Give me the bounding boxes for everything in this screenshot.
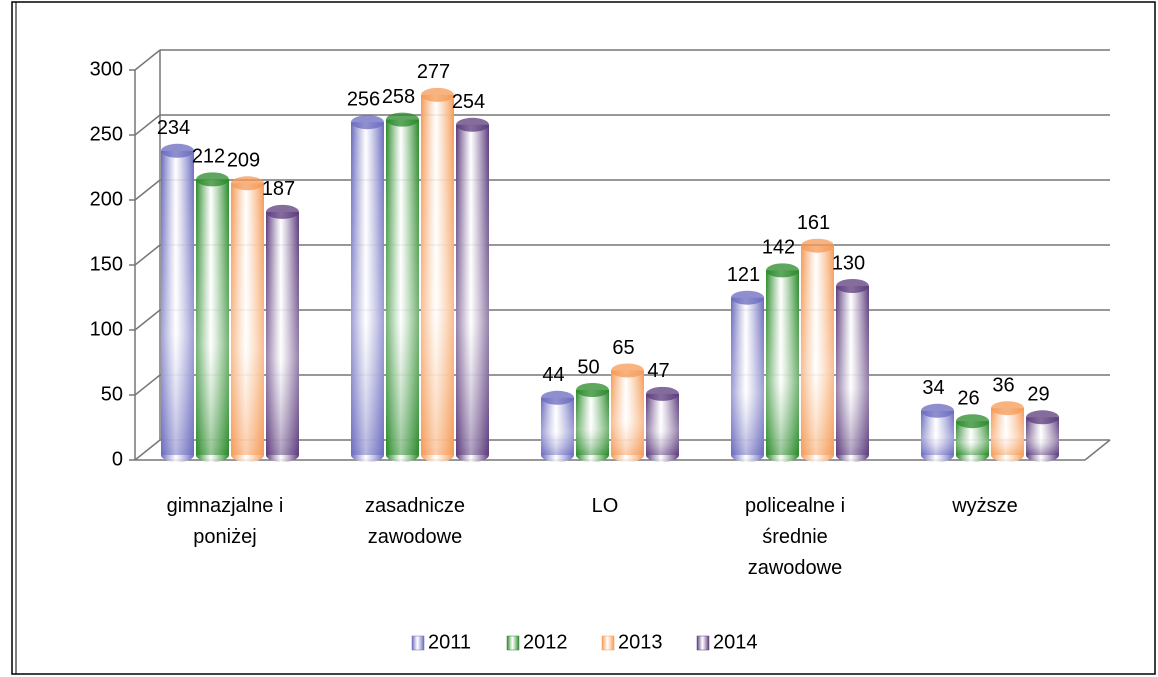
bar-shade	[921, 410, 954, 455]
data-label: 44	[542, 364, 564, 386]
x-tick-label: zasadnicze zawodowe	[364, 495, 466, 548]
bar-top	[956, 414, 989, 429]
x-tick-label: gimnazjalne i poniżej	[166, 495, 284, 548]
bar-top	[766, 263, 799, 278]
bar-shade	[766, 270, 799, 455]
legend-swatch	[601, 635, 615, 651]
bar-shade	[421, 94, 454, 456]
grid-line	[134, 244, 161, 266]
bar-top	[196, 172, 229, 187]
grid-line	[134, 49, 161, 71]
bar-top	[991, 401, 1024, 416]
data-label: 50	[577, 356, 599, 378]
y-tick-label: 0	[112, 448, 123, 470]
data-label: 212	[192, 146, 225, 168]
bar-top	[266, 204, 299, 219]
legend-swatch	[696, 635, 710, 651]
y-tick-label: 250	[90, 123, 123, 145]
bar-shade	[731, 297, 764, 455]
data-label: 29	[1027, 384, 1049, 406]
floor-side	[1084, 439, 1111, 461]
legend-label: 2013	[618, 631, 663, 653]
bar-top	[456, 117, 489, 132]
y-tick-label: 200	[90, 188, 123, 210]
grid-line	[134, 309, 161, 331]
bar-top	[801, 238, 834, 253]
bar-shade	[541, 397, 574, 455]
bar-shade	[231, 183, 264, 456]
data-label: 258	[382, 86, 415, 108]
data-label: 65	[612, 337, 634, 359]
data-label: 187	[262, 178, 295, 200]
data-label: 161	[797, 212, 830, 234]
bar-shade	[386, 119, 419, 455]
outer-border	[11, 1, 1156, 675]
bar-top	[576, 383, 609, 397]
data-label: 121	[727, 264, 760, 286]
bar-top	[386, 112, 419, 127]
bar-top	[351, 115, 384, 130]
x-tick-label: policealne i średnie zawodowe	[744, 495, 846, 579]
legend-swatch	[506, 635, 520, 651]
bar-shade	[801, 245, 834, 455]
legend-label: 2011	[428, 631, 471, 653]
data-label: 47	[647, 360, 669, 382]
bar-shade	[456, 124, 489, 456]
y-tick-label: 150	[90, 253, 123, 275]
bar-top	[731, 290, 764, 305]
data-label: 130	[832, 252, 865, 274]
legend-swatch	[411, 635, 425, 651]
data-label: 254	[452, 91, 485, 113]
data-label: 26	[957, 387, 979, 409]
legend-label: 2014	[713, 631, 758, 653]
data-label: 142	[762, 237, 795, 259]
bar-shade	[646, 393, 679, 455]
bar-shade	[576, 390, 609, 455]
grid-line	[134, 179, 161, 201]
grid-line	[134, 114, 161, 136]
bar-shade	[836, 286, 869, 455]
data-label: 256	[347, 88, 380, 110]
bar-top	[611, 363, 644, 378]
bar-shade	[161, 150, 194, 456]
bar-top	[541, 390, 574, 405]
grid-line	[134, 439, 161, 461]
bar-shade	[351, 122, 384, 455]
grid-line	[134, 374, 161, 396]
bar-top	[231, 176, 264, 191]
bar-top	[836, 279, 869, 293]
y-tick-label: 300	[90, 58, 123, 80]
data-label: 277	[417, 61, 450, 83]
bar-top	[646, 386, 679, 401]
bar-top	[421, 87, 454, 102]
data-label: 234	[157, 117, 190, 139]
y-tick-label: 100	[90, 318, 123, 340]
bar-top	[921, 403, 954, 418]
bar-top	[161, 143, 194, 158]
bar-shade	[991, 408, 1024, 455]
x-tick-label: wyższe	[952, 495, 1018, 517]
data-label: 34	[922, 377, 944, 399]
bar-top	[1026, 410, 1059, 425]
x-tick-label: LO	[591, 495, 619, 517]
bar-shade	[611, 370, 644, 455]
data-label: 209	[227, 150, 260, 172]
y-tick-label: 50	[101, 383, 123, 405]
legend-label: 2012	[523, 631, 568, 653]
bar-shade	[196, 179, 229, 455]
data-label: 36	[992, 374, 1014, 396]
bar-shade	[266, 211, 299, 455]
